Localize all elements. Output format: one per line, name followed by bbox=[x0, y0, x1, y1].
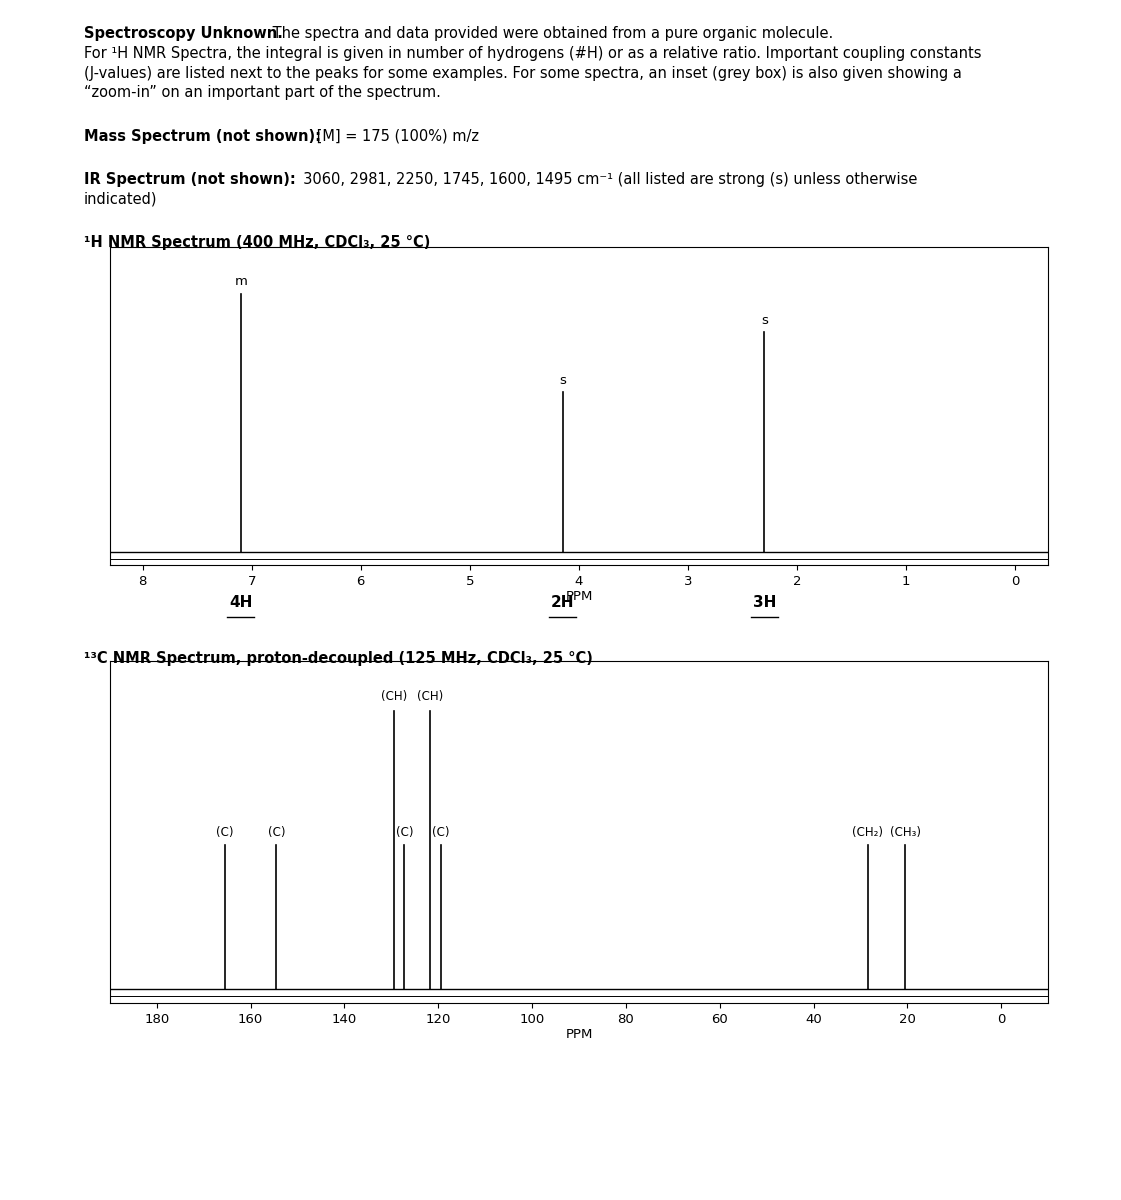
Text: (J-values) are listed next to the peaks for some examples. For some spectra, an : (J-values) are listed next to the peaks … bbox=[84, 66, 962, 80]
Text: “zoom-in” on an important part of the spectrum.: “zoom-in” on an important part of the sp… bbox=[84, 85, 441, 101]
Text: s: s bbox=[761, 314, 768, 328]
Text: (CH₂): (CH₂) bbox=[852, 826, 883, 839]
Text: (C): (C) bbox=[216, 826, 233, 839]
Text: 2H: 2H bbox=[550, 595, 574, 610]
Text: ¹H NMR Spectrum (400 MHz, CDCl₃, 25 °C): ¹H NMR Spectrum (400 MHz, CDCl₃, 25 °C) bbox=[84, 235, 430, 250]
Text: [M] = 175 (100%) m/z: [M] = 175 (100%) m/z bbox=[312, 128, 479, 144]
Text: ¹³C NMR Spectrum, proton-decoupled (125 MHz, CDCl₃, 25 °C): ¹³C NMR Spectrum, proton-decoupled (125 … bbox=[84, 652, 593, 666]
Text: The spectra and data provided were obtained from a pure organic molecule.: The spectra and data provided were obtai… bbox=[268, 26, 833, 41]
Text: indicated): indicated) bbox=[84, 192, 158, 206]
Text: (CH): (CH) bbox=[380, 690, 407, 703]
Text: 3H: 3H bbox=[753, 595, 776, 610]
X-axis label: PPM: PPM bbox=[565, 1028, 593, 1042]
Text: (CH₃): (CH₃) bbox=[890, 826, 920, 839]
Text: Mass Spectrum (not shown):: Mass Spectrum (not shown): bbox=[84, 128, 321, 144]
Text: IR Spectrum (not shown):: IR Spectrum (not shown): bbox=[84, 172, 296, 187]
Text: (CH): (CH) bbox=[417, 690, 443, 703]
Text: Spectroscopy Unknown.: Spectroscopy Unknown. bbox=[84, 26, 282, 41]
Text: s: s bbox=[559, 373, 566, 386]
Text: (C): (C) bbox=[268, 826, 285, 839]
Text: 4H: 4H bbox=[229, 595, 252, 610]
Text: (C): (C) bbox=[432, 826, 450, 839]
Text: m: m bbox=[234, 275, 248, 288]
Text: For ¹H NMR Spectra, the integral is given in number of hydrogens (#H) or as a re: For ¹H NMR Spectra, the integral is give… bbox=[84, 46, 982, 61]
Text: 3060, 2981, 2250, 1745, 1600, 1495 cm⁻¹ (all listed are strong (s) unless otherw: 3060, 2981, 2250, 1745, 1600, 1495 cm⁻¹ … bbox=[294, 172, 917, 187]
Text: (C): (C) bbox=[396, 826, 414, 839]
X-axis label: PPM: PPM bbox=[565, 590, 593, 604]
